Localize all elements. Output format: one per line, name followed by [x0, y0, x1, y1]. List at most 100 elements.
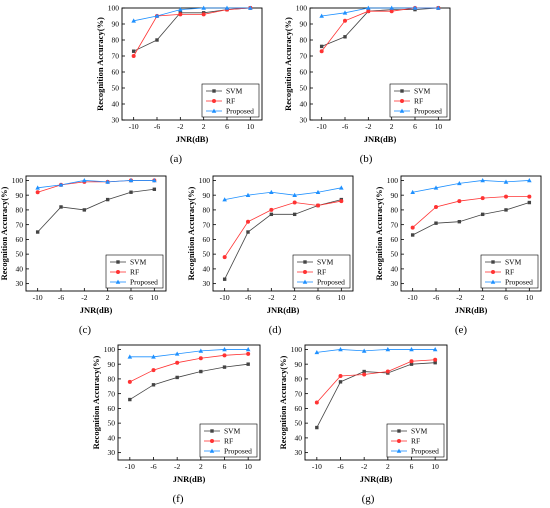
x-tick-label: -2: [361, 462, 367, 471]
data-point-rf: [527, 194, 532, 199]
legend-marker-rf: [303, 270, 307, 274]
data-point-proposed: [319, 13, 324, 18]
data-point-proposed: [198, 348, 204, 353]
legend-label-rf: RF: [411, 437, 420, 446]
y-tick-label: 50: [16, 250, 24, 259]
data-point-proposed: [361, 348, 367, 353]
legend-box: [105, 254, 164, 289]
y-tick-label: 60: [295, 404, 303, 413]
x-tick-label: 2: [199, 462, 203, 471]
data-point-rf: [316, 203, 320, 208]
data-point-rf: [175, 360, 180, 365]
data-point-svm: [246, 362, 250, 366]
y-axis-title: Recognition Accuracy(%): [374, 186, 384, 280]
legend-label-proposed: Proposed: [411, 447, 439, 456]
x-tick-label: 2: [106, 293, 110, 302]
data-point-svm: [246, 230, 250, 234]
x-tick-label: 10: [244, 462, 252, 471]
chart-panel: 30 40 50 60 70 80 90 100 -10 -6 -2 2 6 10 JNR(dB) Recog…: [0, 175, 167, 336]
legend-label-svm: SVM: [226, 87, 243, 96]
legend-label-svm: SVM: [505, 258, 522, 267]
x-tick-label: -2: [81, 293, 87, 302]
x-axis-title: JNR(dB): [267, 305, 300, 315]
y-tick-label: 40: [203, 264, 211, 273]
x-tick-label: -6: [154, 122, 160, 131]
y-tick-label: 90: [300, 20, 308, 29]
data-point-rf: [198, 356, 203, 361]
panel-label: (a): [170, 153, 183, 165]
legend-marker-proposed: [209, 448, 215, 453]
x-tick-label: 6: [223, 462, 227, 471]
data-point-svm: [82, 208, 87, 212]
y-tick-label: 30: [203, 279, 211, 288]
data-point-proposed: [222, 347, 227, 352]
x-tick-label: 6: [129, 293, 133, 302]
legend-label-svm: SVM: [317, 258, 334, 267]
data-point-svm: [155, 38, 159, 42]
data-point-rf: [151, 368, 156, 373]
plot-frame: [304, 344, 448, 461]
panel-label: (d): [269, 324, 282, 336]
data-point-svm: [527, 200, 532, 205]
legend-marker-proposed: [490, 279, 496, 284]
legend-marker-proposed: [399, 108, 405, 113]
chart-panel: 30 40 50 60 70 80 90 100 -10 -6 -2 2 6 10 JNR(dB) Recog…: [91, 344, 261, 505]
legend-marker-proposed: [115, 279, 121, 284]
legend-label-proposed: Proposed: [224, 447, 252, 456]
data-point-svm: [175, 375, 179, 380]
legend-marker-rf: [397, 439, 401, 443]
panel-label: (b): [360, 153, 373, 165]
y-tick-label: 70: [300, 52, 308, 61]
y-tick-label: 70: [295, 389, 303, 398]
data-point-proposed: [409, 347, 414, 352]
legend-box: [389, 83, 448, 118]
y-tick-label: 50: [295, 419, 303, 428]
data-point-rf: [269, 207, 274, 212]
legend-label-proposed: Proposed: [505, 278, 533, 287]
series-line-proposed: [129, 349, 249, 358]
chart-panel: 30 40 50 60 70 80 90 100 -10 -6 -2 2 6 10 JNR(dB) Recog…: [95, 4, 263, 165]
x-tick-label: 6: [316, 293, 320, 302]
data-point-rf: [504, 194, 508, 199]
x-tick-label: -6: [58, 293, 64, 302]
data-point-proposed: [457, 180, 462, 186]
data-point-rf: [339, 199, 344, 204]
y-tick-label: 100: [199, 176, 211, 185]
data-point-proposed: [82, 178, 87, 183]
data-point-rf: [131, 54, 136, 58]
y-tick-label: 70: [16, 220, 24, 229]
legend-label-rf: RF: [226, 97, 235, 106]
x-tick-label: -2: [268, 293, 274, 302]
y-tick-label: 70: [108, 389, 116, 398]
legend-marker-rf: [400, 99, 404, 103]
y-tick-label: 40: [112, 100, 120, 109]
legend-marker-proposed: [211, 108, 217, 113]
legend-label-rf: RF: [414, 97, 423, 106]
x-tick-label: -10: [312, 462, 322, 471]
panel-label: (c): [79, 324, 92, 336]
data-point-rf: [292, 200, 297, 205]
y-tick-label: 80: [391, 206, 399, 215]
data-point-proposed: [389, 5, 394, 10]
y-tick-label: 80: [295, 375, 303, 384]
data-point-svm: [338, 380, 343, 384]
x-tick-label: 6: [504, 293, 508, 302]
y-tick-label: 50: [112, 84, 120, 93]
data-point-proposed: [314, 349, 320, 355]
legend-marker-svm: [116, 260, 120, 264]
data-point-proposed: [245, 347, 251, 352]
chart-panel: 30 40 50 60 70 80 90 100 -10 -6 -2 2 6 10 JNR(dB) Recog…: [283, 4, 451, 165]
data-point-svm: [410, 233, 415, 237]
legend-box: [201, 83, 260, 118]
data-point-rf: [246, 351, 251, 356]
y-tick-label: 80: [300, 36, 308, 45]
x-tick-label: 2: [390, 122, 394, 131]
y-tick-label: 90: [203, 191, 211, 200]
legend-marker-proposed: [302, 279, 308, 284]
data-point-rf: [246, 219, 250, 224]
x-tick-label: -10: [129, 122, 139, 131]
legend-marker-svm: [210, 429, 214, 433]
data-point-svm: [343, 35, 347, 39]
series-line-rf: [321, 7, 439, 52]
